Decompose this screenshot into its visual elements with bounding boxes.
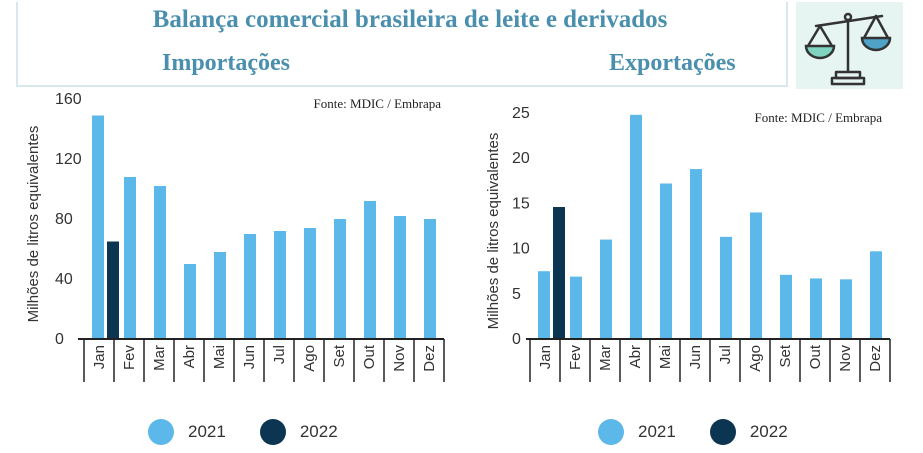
imports-category-label: Set <box>331 344 348 367</box>
exports-legend: 2021 2022 <box>598 418 822 446</box>
imports-category-label: Jan <box>91 345 108 369</box>
exports-y-tick-label: 25 <box>512 105 530 122</box>
legend-swatch-2022 <box>259 419 286 445</box>
exports-category-label: Out <box>807 344 824 369</box>
legend-label-2022: 2022 <box>749 422 788 441</box>
exports-category-label: Jun <box>687 345 704 369</box>
exports-bar-2021-dez <box>870 251 882 339</box>
imports-y-tick-label: 0 <box>55 331 64 348</box>
imports-source-note: Fonte: MDIC / Embrapa <box>314 96 442 111</box>
exports-bar-2021-jun <box>690 169 702 339</box>
imports-category-label: Mai <box>211 345 228 369</box>
exports-y-tick-label: 0 <box>512 331 521 348</box>
exports-category-label: Nov <box>837 345 854 372</box>
exports-category-label: Dez <box>867 345 884 372</box>
exports-bar-2021-abr <box>630 114 642 339</box>
exports-source-note: Fonte: MDIC / Embrapa <box>755 110 883 125</box>
exports-y-tick-label: 15 <box>512 195 530 212</box>
legend-swatch-2021 <box>148 419 174 445</box>
imports-category-label: Jun <box>241 345 258 369</box>
imports-category-label: Ago <box>301 345 318 372</box>
imports-bar-2021-fev <box>124 177 136 339</box>
imports-y-tick-label: 160 <box>55 91 82 108</box>
exports-bar-2021-mar <box>600 239 612 339</box>
imports-category-label: Mar <box>151 345 168 371</box>
exports-bar-2021-jul <box>720 236 732 339</box>
imports-bar-2021-jul <box>274 231 286 339</box>
exports-category-label: Jan <box>537 345 554 369</box>
imports-y-tick-label: 120 <box>55 151 82 168</box>
imports-category-label: Nov <box>391 345 408 372</box>
balance-scale-icon <box>796 2 903 89</box>
imports-bar-2021-abr <box>184 264 196 339</box>
exports-bar-2021-nov <box>840 279 852 339</box>
imports-category-label: Fev <box>121 345 138 371</box>
exports-y-tick-label: 5 <box>512 286 521 303</box>
exports-bar-2022-jan <box>553 207 565 339</box>
imports-category-label: Dez <box>421 345 438 372</box>
exports-y-tick-label: 20 <box>512 150 530 167</box>
exports-bar-2021-fev <box>570 276 582 339</box>
imports-bar-2021-out <box>364 201 376 339</box>
exports-bar-2021-jan <box>538 271 550 339</box>
exports-bar-2021-ago <box>750 212 762 339</box>
imports-bar-2021-mar <box>154 186 166 339</box>
exports-category-label: Mar <box>597 345 614 371</box>
exports-y-tick-label: 10 <box>512 241 530 258</box>
imports-title: Importações <box>162 50 290 76</box>
exports-category-label: Abr <box>627 345 644 368</box>
imports-bar-2021-dez <box>424 219 436 339</box>
exports-category-label: Set <box>777 344 794 367</box>
exports-y-axis-label: Milhões de litros equivalentes <box>485 133 502 330</box>
exports-category-label: Jul <box>717 345 734 364</box>
legend-label-2022: 2022 <box>299 422 338 441</box>
exports-bar-2021-out <box>810 278 822 339</box>
imports-y-tick-label: 80 <box>55 211 73 228</box>
legend-label-2021: 2021 <box>638 422 676 441</box>
imports-bar-2021-ago <box>304 228 316 339</box>
exports-bar-2021-mai <box>660 183 672 339</box>
main-title: Balança comercial brasileira de leite e … <box>152 6 668 33</box>
imports-y-tick-label: 40 <box>55 271 73 288</box>
imports-bar-2022-jan <box>107 241 119 339</box>
imports-legend: 2021 2022 <box>148 418 372 446</box>
imports-bar-2021-nov <box>394 216 406 339</box>
exports-title: Exportações <box>609 50 736 76</box>
exports-category-label: Fev <box>567 345 584 371</box>
header-box <box>16 2 788 87</box>
imports-bar-2021-set <box>334 219 346 339</box>
legend-label-2021: 2021 <box>188 422 226 441</box>
imports-category-label: Jul <box>271 345 288 364</box>
imports-bar-2021-jun <box>244 234 256 339</box>
imports-y-axis-label: Milhões de litros equivalentes <box>25 126 42 323</box>
imports-category-label: Abr <box>181 345 198 368</box>
imports-category-label: Out <box>361 344 378 369</box>
legend-swatch-2021 <box>598 419 624 445</box>
imports-bar-2021-mai <box>214 252 226 339</box>
imports-bar-2021-jan <box>92 115 104 339</box>
exports-category-label: Ago <box>747 345 764 372</box>
exports-category-label: Mai <box>657 345 674 369</box>
legend-swatch-2022 <box>709 419 736 445</box>
exports-bar-2021-set <box>780 274 792 339</box>
